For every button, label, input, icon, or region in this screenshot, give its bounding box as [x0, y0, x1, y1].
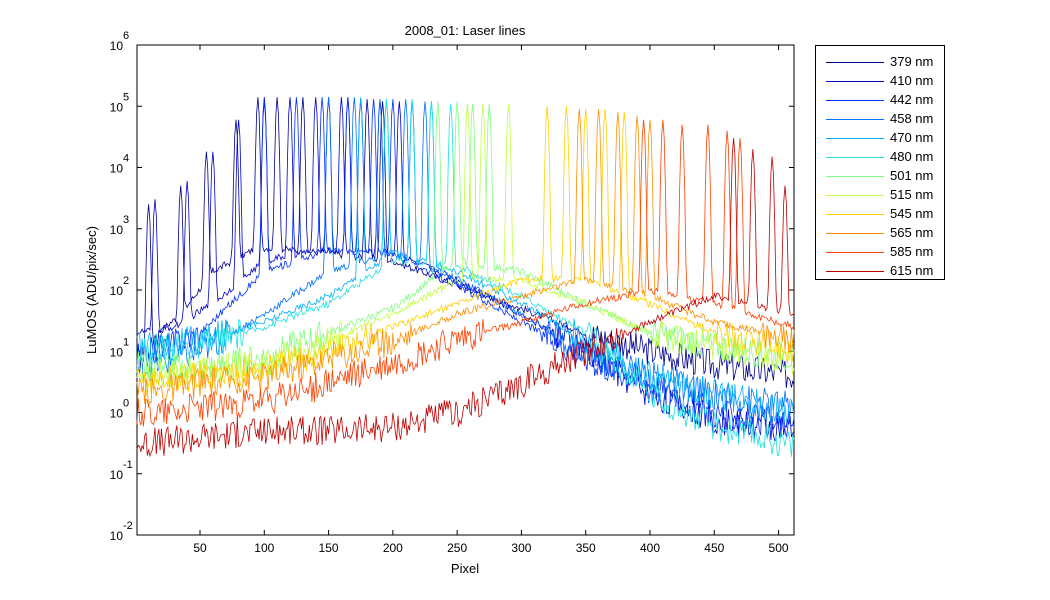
legend-item: 480 nm: [816, 148, 946, 167]
legend-swatch: [826, 138, 884, 139]
x-tick-label: 50: [193, 541, 207, 555]
y-tick-label-base: 10: [110, 468, 124, 482]
y-tick-label-exponent: 0: [123, 398, 129, 410]
legend-label: 565 nm: [890, 225, 934, 240]
legend-item: 379 nm: [816, 53, 946, 72]
y-tick-label-base: 10: [110, 407, 124, 421]
x-axis-ticks: 50 100 150 200 250 300 350 400 450 500: [193, 45, 789, 555]
x-tick-label: 300: [511, 541, 531, 555]
y-tick-label-base: 10: [110, 284, 124, 298]
x-tick-label: 500: [769, 541, 789, 555]
legend-item: 410 nm: [816, 72, 946, 91]
series-line: [136, 97, 795, 437]
series-line: [136, 108, 795, 408]
y-tick-label-exponent: 1: [123, 336, 129, 348]
y-tick-label-exponent: 6: [123, 30, 129, 42]
y-tick-label-exponent: 2: [123, 275, 129, 287]
legend-item: 585 nm: [816, 243, 946, 262]
legend-swatch: [826, 62, 884, 63]
legend-swatch: [826, 157, 884, 158]
legend-label: 442 nm: [890, 92, 934, 107]
legend-item: 565 nm: [816, 224, 946, 243]
y-tick-label-exponent: 5: [123, 91, 129, 103]
legend-label: 379 nm: [890, 54, 934, 69]
y-tick-label-base: 10: [110, 100, 124, 114]
x-tick-label: 450: [704, 541, 724, 555]
legend-label: 480 nm: [890, 149, 934, 164]
y-tick-label-base: 10: [110, 223, 124, 237]
series-line: [136, 119, 795, 427]
legend-label: 545 nm: [890, 206, 934, 221]
legend-label: 615 nm: [890, 263, 934, 278]
x-tick-label: 250: [447, 541, 467, 555]
series-layer: [136, 97, 795, 458]
y-tick-label-exponent: -1: [123, 459, 133, 471]
legend-swatch: [826, 271, 884, 272]
legend-label: 470 nm: [890, 130, 934, 145]
legend-label: 410 nm: [890, 73, 934, 88]
legend-label: 585 nm: [890, 244, 934, 259]
y-tick-label-exponent: 4: [123, 153, 129, 165]
series-line: [137, 103, 795, 388]
y-tick-label-exponent: 3: [123, 214, 129, 226]
y-tick-label-base: 10: [110, 162, 124, 176]
series-line: [136, 106, 795, 397]
y-tick-label-base: 10: [110, 39, 124, 53]
legend-swatch: [826, 195, 884, 196]
legend-label: 458 nm: [890, 111, 934, 126]
y-axis-label: LuMOS (ADU/pix/sec): [84, 226, 99, 354]
y-tick-label-exponent: -2: [123, 520, 133, 532]
legend-swatch: [826, 100, 884, 101]
series-line: [136, 97, 795, 421]
legend-swatch: [826, 176, 884, 177]
legend-swatch: [826, 81, 884, 82]
y-tick-label-base: 10: [110, 529, 124, 543]
legend-item: 458 nm: [816, 110, 946, 129]
x-tick-label: 150: [319, 541, 339, 555]
x-axis-label: Pixel: [451, 561, 479, 576]
legend-item: 442 nm: [816, 91, 946, 110]
x-tick-label: 400: [640, 541, 660, 555]
series-line: [136, 138, 795, 458]
legend-item: 501 nm: [816, 167, 946, 186]
legend-swatch: [826, 233, 884, 234]
series-line: [136, 99, 795, 457]
legend-item: 515 nm: [816, 186, 946, 205]
legend-label: 501 nm: [890, 168, 934, 183]
legend-label: 515 nm: [890, 187, 934, 202]
legend-swatch: [826, 119, 884, 120]
x-tick-label: 200: [383, 541, 403, 555]
chart-title: 2008_01: Laser lines: [405, 23, 526, 38]
series-line: [136, 97, 795, 425]
legend-item: 470 nm: [816, 129, 946, 148]
legend-item: 615 nm: [816, 262, 946, 281]
legend-item: 545 nm: [816, 205, 946, 224]
x-tick-label: 350: [576, 541, 596, 555]
legend-swatch: [826, 252, 884, 253]
legend-swatch: [826, 214, 884, 215]
x-tick-label: 100: [254, 541, 274, 555]
y-tick-label-base: 10: [110, 345, 124, 359]
legend: 379 nm 410 nm 442 nm 458 nm 470 nm 480 nm 501 …: [815, 45, 945, 280]
